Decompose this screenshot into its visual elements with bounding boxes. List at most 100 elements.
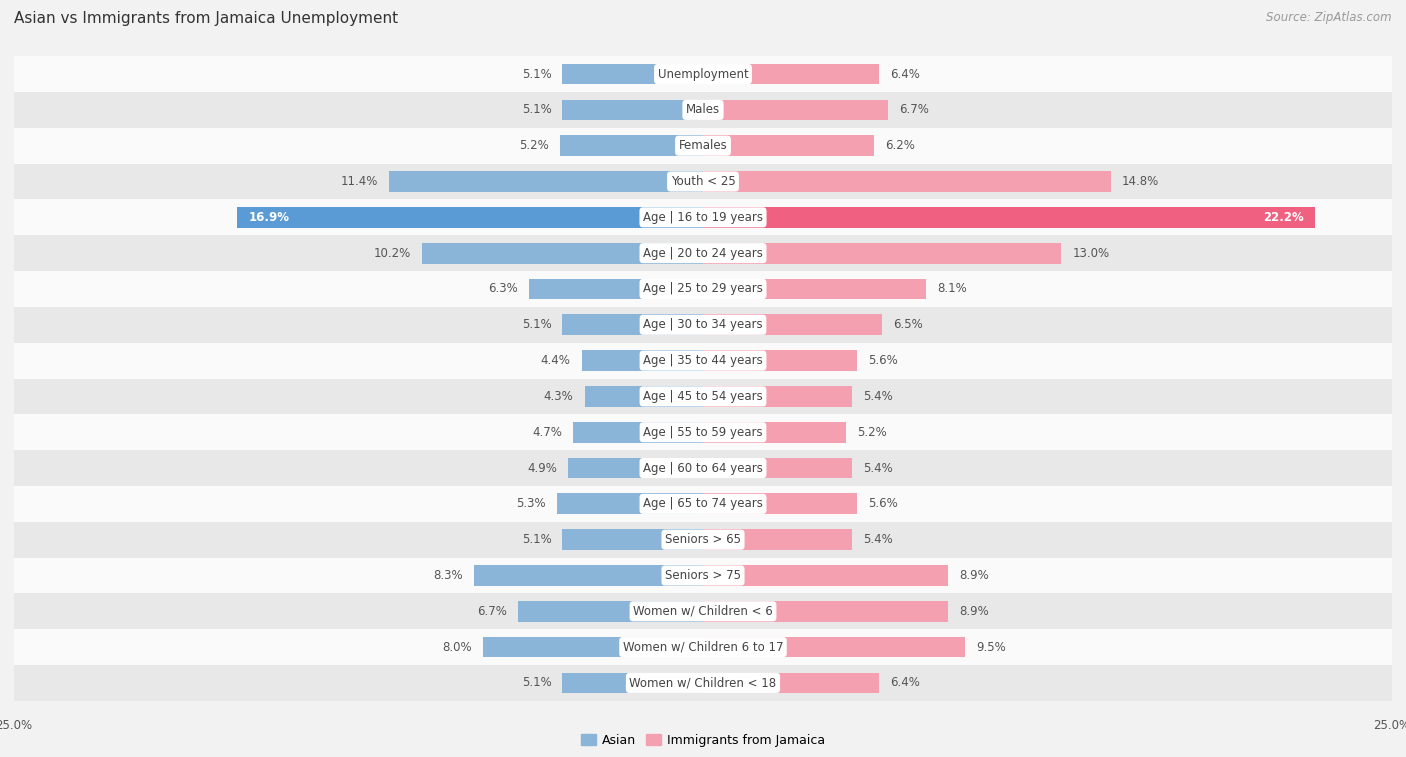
Bar xyxy=(14,629,1392,665)
Text: Age | 45 to 54 years: Age | 45 to 54 years xyxy=(643,390,763,403)
Text: 16.9%: 16.9% xyxy=(249,211,290,224)
Text: 22.2%: 22.2% xyxy=(1263,211,1303,224)
Bar xyxy=(14,522,1392,558)
Text: Unemployment: Unemployment xyxy=(658,67,748,80)
Bar xyxy=(389,171,703,192)
Bar xyxy=(560,136,703,156)
Bar xyxy=(530,279,703,299)
Bar xyxy=(14,665,1392,701)
Bar xyxy=(582,350,703,371)
Text: 5.1%: 5.1% xyxy=(522,318,551,332)
Text: 5.4%: 5.4% xyxy=(863,390,893,403)
Bar xyxy=(585,386,703,407)
Bar xyxy=(703,386,852,407)
Bar xyxy=(574,422,703,443)
Text: 6.5%: 6.5% xyxy=(893,318,922,332)
Text: Seniors > 75: Seniors > 75 xyxy=(665,569,741,582)
Text: 4.7%: 4.7% xyxy=(533,425,562,439)
Text: Age | 20 to 24 years: Age | 20 to 24 years xyxy=(643,247,763,260)
Bar xyxy=(703,637,965,658)
Bar xyxy=(568,458,703,478)
Bar xyxy=(482,637,703,658)
Text: 5.2%: 5.2% xyxy=(519,139,548,152)
Bar xyxy=(14,558,1392,593)
Text: Women w/ Children < 6: Women w/ Children < 6 xyxy=(633,605,773,618)
Text: 5.6%: 5.6% xyxy=(869,497,898,510)
Bar xyxy=(14,450,1392,486)
Bar xyxy=(14,164,1392,199)
Bar xyxy=(703,529,852,550)
Text: Age | 16 to 19 years: Age | 16 to 19 years xyxy=(643,211,763,224)
Bar xyxy=(703,422,846,443)
Text: Females: Females xyxy=(679,139,727,152)
Text: 5.1%: 5.1% xyxy=(522,677,551,690)
Text: 6.4%: 6.4% xyxy=(890,67,921,80)
Text: 8.9%: 8.9% xyxy=(959,605,988,618)
Text: Age | 35 to 44 years: Age | 35 to 44 years xyxy=(643,354,763,367)
Bar xyxy=(562,314,703,335)
Text: 5.1%: 5.1% xyxy=(522,104,551,117)
Bar xyxy=(557,494,703,514)
Text: Youth < 25: Youth < 25 xyxy=(671,175,735,188)
Text: 6.4%: 6.4% xyxy=(890,677,921,690)
Bar xyxy=(562,64,703,85)
Text: 5.1%: 5.1% xyxy=(522,533,551,546)
Bar xyxy=(703,171,1111,192)
Bar xyxy=(703,672,879,693)
Text: 4.4%: 4.4% xyxy=(541,354,571,367)
Bar xyxy=(14,307,1392,343)
Text: Women w/ Children 6 to 17: Women w/ Children 6 to 17 xyxy=(623,640,783,653)
Text: Age | 55 to 59 years: Age | 55 to 59 years xyxy=(643,425,763,439)
Text: 6.3%: 6.3% xyxy=(489,282,519,295)
Bar xyxy=(14,414,1392,450)
Text: 8.3%: 8.3% xyxy=(433,569,463,582)
Text: 4.9%: 4.9% xyxy=(527,462,557,475)
Text: Age | 60 to 64 years: Age | 60 to 64 years xyxy=(643,462,763,475)
Legend: Asian, Immigrants from Jamaica: Asian, Immigrants from Jamaica xyxy=(575,729,831,752)
Text: 5.2%: 5.2% xyxy=(858,425,887,439)
Bar xyxy=(14,56,1392,92)
Text: Women w/ Children < 18: Women w/ Children < 18 xyxy=(630,677,776,690)
Text: Asian vs Immigrants from Jamaica Unemployment: Asian vs Immigrants from Jamaica Unemplo… xyxy=(14,11,398,26)
Text: 9.5%: 9.5% xyxy=(976,640,1005,653)
Text: 5.4%: 5.4% xyxy=(863,462,893,475)
Text: 8.9%: 8.9% xyxy=(959,569,988,582)
Bar xyxy=(703,136,875,156)
Text: Source: ZipAtlas.com: Source: ZipAtlas.com xyxy=(1267,11,1392,24)
Bar xyxy=(14,199,1392,235)
Text: 5.4%: 5.4% xyxy=(863,533,893,546)
Bar xyxy=(14,235,1392,271)
Bar xyxy=(14,378,1392,414)
Bar xyxy=(14,593,1392,629)
Bar xyxy=(703,99,887,120)
Text: 5.6%: 5.6% xyxy=(869,354,898,367)
Bar xyxy=(703,64,879,85)
Text: 11.4%: 11.4% xyxy=(340,175,378,188)
Text: Seniors > 65: Seniors > 65 xyxy=(665,533,741,546)
Text: 13.0%: 13.0% xyxy=(1073,247,1109,260)
Bar xyxy=(474,565,703,586)
Bar xyxy=(422,243,703,263)
Bar xyxy=(14,271,1392,307)
Text: Age | 30 to 34 years: Age | 30 to 34 years xyxy=(643,318,763,332)
Bar xyxy=(14,92,1392,128)
Bar xyxy=(703,350,858,371)
Bar xyxy=(238,207,703,228)
Text: 8.0%: 8.0% xyxy=(441,640,471,653)
Text: 10.2%: 10.2% xyxy=(374,247,411,260)
Text: 6.7%: 6.7% xyxy=(478,605,508,618)
Bar xyxy=(703,207,1315,228)
Bar xyxy=(703,458,852,478)
Text: 14.8%: 14.8% xyxy=(1122,175,1159,188)
Text: Age | 65 to 74 years: Age | 65 to 74 years xyxy=(643,497,763,510)
Bar xyxy=(14,343,1392,378)
Bar xyxy=(703,601,948,621)
Bar xyxy=(562,99,703,120)
Text: 5.1%: 5.1% xyxy=(522,67,551,80)
Text: Males: Males xyxy=(686,104,720,117)
Text: 4.3%: 4.3% xyxy=(544,390,574,403)
Text: 6.7%: 6.7% xyxy=(898,104,928,117)
Bar xyxy=(562,672,703,693)
Bar xyxy=(703,279,927,299)
Bar xyxy=(519,601,703,621)
